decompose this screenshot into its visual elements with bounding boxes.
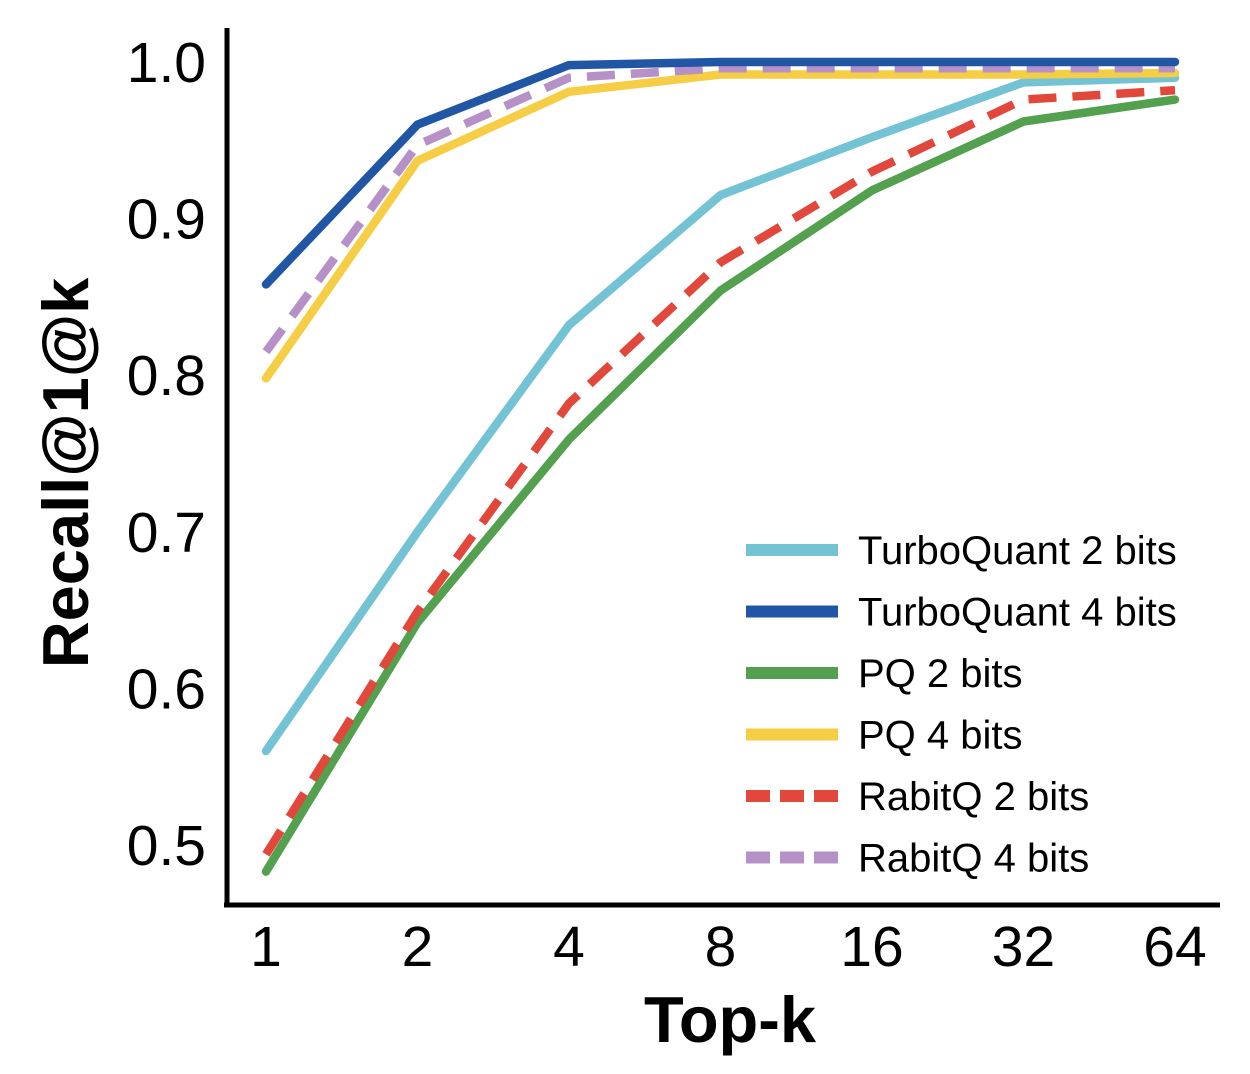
series-line-turboquant-4-bits (261, 57, 1180, 289)
y-tick-label-1.0: 1.0 (127, 31, 206, 95)
x-tick-label-1: 1 (250, 915, 282, 979)
legend-label-pq-4-bits: PQ 4 bits (858, 714, 1023, 758)
y-axis-title: Recall@1@k (29, 277, 102, 668)
legend-item-pq-2-bits: PQ 2 bits (746, 652, 1023, 696)
y-tick-label-0.5: 0.5 (127, 814, 206, 878)
series-line-rabitq-2-bits (262, 85, 1176, 857)
x-tick-label-8: 8 (705, 915, 737, 979)
x-tick-label-32: 32 (992, 915, 1055, 979)
x-tick-label-16: 16 (840, 915, 903, 979)
legend-item-rabitq-2-bits: RabitQ 2 bits (746, 775, 1089, 819)
y-tick-label-0.9: 0.9 (127, 188, 206, 252)
series-lines (261, 57, 1180, 876)
x-axis-tick-labels: 1 2 4 8 16 32 64 (250, 915, 1207, 979)
x-tick-label-4: 4 (553, 915, 585, 979)
legend-label-turboquant-4-bits: TurboQuant 4 bits (858, 591, 1177, 635)
x-tick-label-2: 2 (402, 915, 434, 979)
legend-label-rabitq-4-bits: RabitQ 4 bits (858, 837, 1089, 881)
legend-label-turboquant-2-bits: TurboQuant 2 bits (858, 529, 1177, 573)
series-line-pq-4-bits (261, 68, 1180, 383)
legend: TurboQuant 2 bits TurboQuant 4 bits PQ 2 b… (746, 529, 1177, 881)
series-line-pq-2-bits (261, 95, 1180, 876)
legend-label-pq-2-bits: PQ 2 bits (858, 652, 1023, 696)
x-tick-label-64: 64 (1143, 915, 1206, 979)
y-tick-label-0.6: 0.6 (127, 657, 206, 721)
y-tick-label-0.7: 0.7 (127, 501, 206, 565)
x-axis-title: Top-k (644, 983, 817, 1056)
legend-label-rabitq-2-bits: RabitQ 2 bits (858, 775, 1089, 819)
series-line-rabitq-4-bits (262, 64, 1175, 355)
legend-item-turboquant-2-bits: TurboQuant 2 bits (746, 529, 1177, 573)
legend-item-rabitq-4-bits: RabitQ 4 bits (746, 837, 1089, 881)
legend-item-turboquant-4-bits: TurboQuant 4 bits (746, 591, 1177, 635)
series-line-turboquant-2-bits (261, 73, 1180, 756)
y-tick-label-0.8: 0.8 (127, 344, 206, 408)
y-axis-tick-labels: 1.0 0.9 0.8 0.7 0.6 0.5 (127, 31, 206, 878)
legend-item-pq-4-bits: PQ 4 bits (746, 714, 1023, 758)
